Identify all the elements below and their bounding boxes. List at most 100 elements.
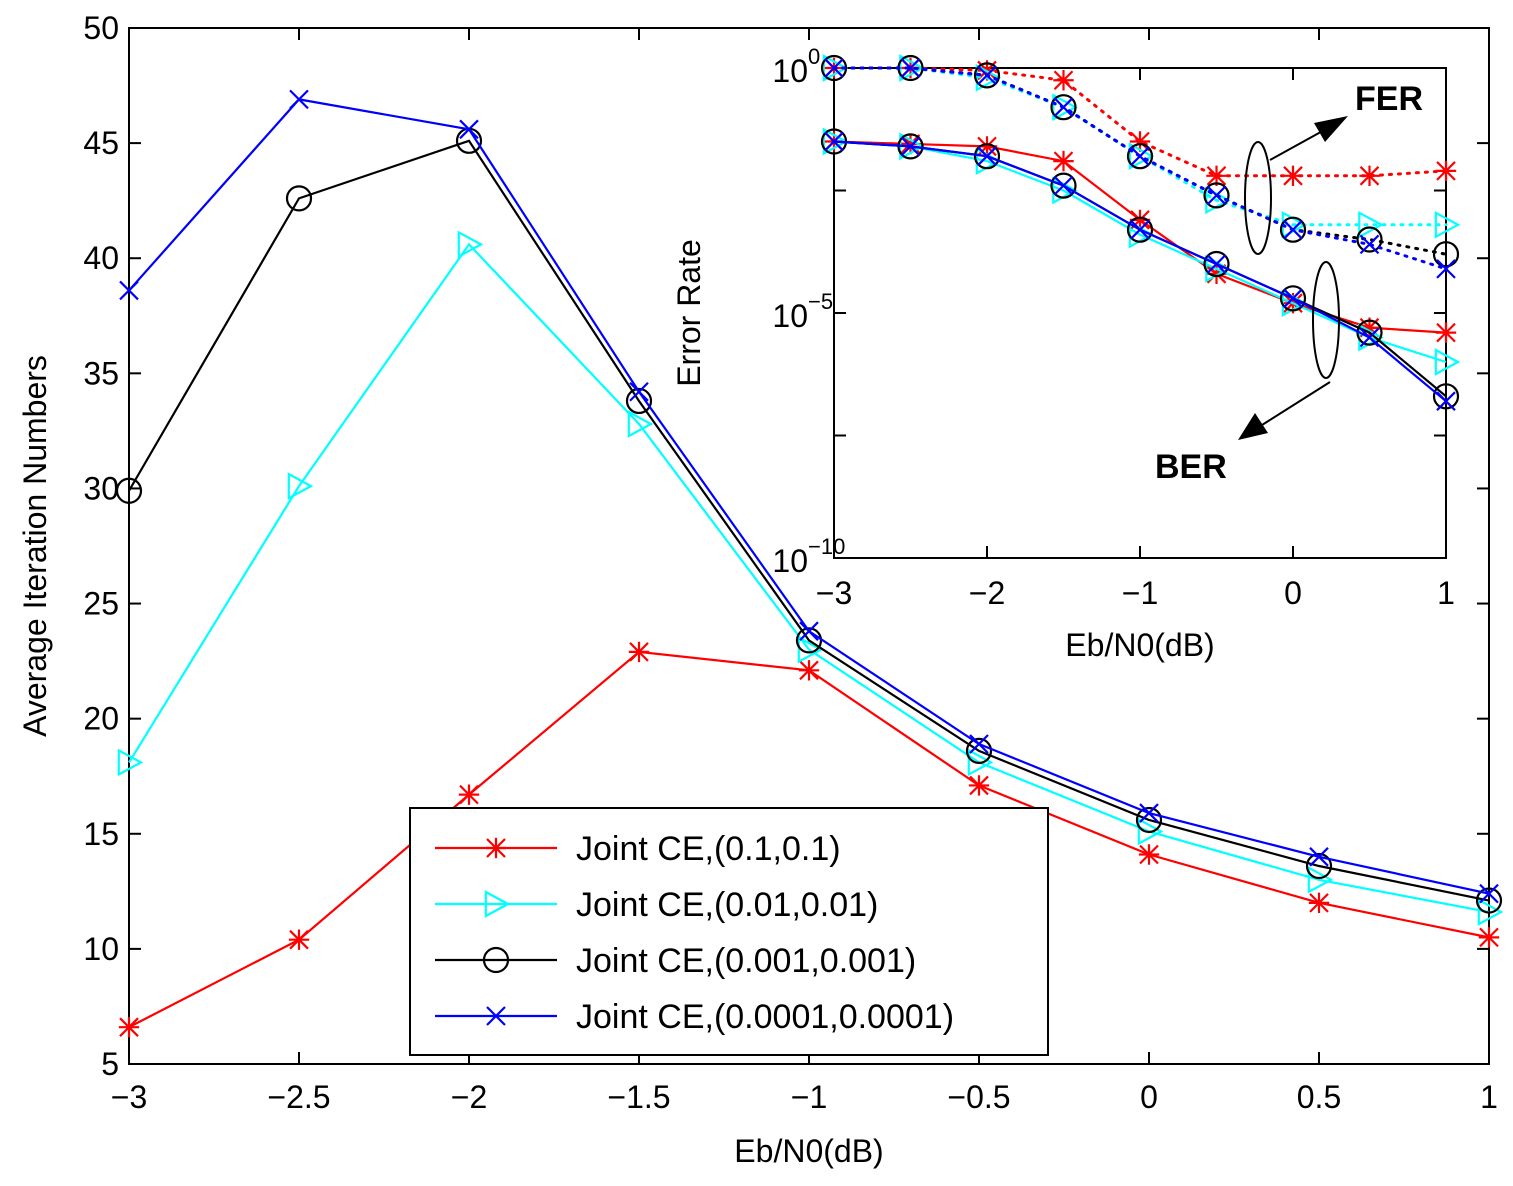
main-data-point bbox=[965, 737, 993, 764]
main-y-axis-label: Average Iteration Numbers bbox=[17, 355, 53, 737]
legend: Joint CE,(0.1,0.1) Joint CE,(0.01,0.01) Jo… bbox=[409, 807, 1049, 1056]
main-x-axis: −3 −2.5 −2 −1.5 −1 −0.5 0 0.5 1 bbox=[111, 28, 1498, 1115]
inset-data-point bbox=[1356, 226, 1383, 253]
main-data-point bbox=[968, 775, 990, 796]
main-x-tick-label: −1 bbox=[791, 1079, 827, 1115]
main-data-point bbox=[1477, 898, 1504, 926]
main-y-tick-label: 50 bbox=[83, 10, 119, 46]
main-data-point bbox=[117, 748, 144, 777]
main-x-tick-label: −2 bbox=[451, 1079, 487, 1115]
inset-data-point bbox=[1206, 254, 1227, 274]
inset-data-point bbox=[1436, 259, 1456, 279]
main-series-4 bbox=[119, 89, 1499, 904]
inset-y-tick-exponent: −10 bbox=[808, 534, 845, 559]
inset-data-point bbox=[1359, 165, 1380, 186]
main-y-tick-label: 5 bbox=[101, 1046, 119, 1082]
legend-marker bbox=[484, 890, 511, 918]
inset-data-point bbox=[1282, 165, 1304, 186]
main-x-tick-label: 1 bbox=[1480, 1079, 1498, 1115]
main-data-point bbox=[1305, 852, 1333, 880]
inset-y-tick-exponent: −5 bbox=[808, 289, 833, 314]
main-data-point bbox=[289, 89, 309, 110]
main-y-tick-label: 20 bbox=[83, 701, 119, 737]
inset-data-point bbox=[1053, 97, 1074, 117]
main-y-tick-label: 30 bbox=[83, 470, 119, 506]
inset-x-tick-label: 1 bbox=[1437, 575, 1455, 611]
legend-entry-4: Joint CE,(0.0001,0.0001) bbox=[435, 998, 954, 1036]
ber-arrow-head bbox=[1238, 413, 1268, 440]
legend-box bbox=[409, 807, 1049, 1056]
inset-data-point bbox=[822, 54, 849, 82]
main-x-tick-label: −2.5 bbox=[267, 1079, 330, 1115]
fer-annotation: FER bbox=[1355, 80, 1423, 118]
inset-data-point bbox=[1050, 94, 1077, 121]
inset-data-point bbox=[1050, 172, 1077, 199]
inset-series-ber-4 bbox=[824, 131, 1456, 411]
legend-entry-1: Joint CE,(0.1,0.1) bbox=[435, 830, 841, 868]
inset-data-point bbox=[1436, 391, 1456, 411]
main-series-3 bbox=[115, 127, 1503, 914]
main-data-point bbox=[118, 1016, 140, 1038]
inset-data-point bbox=[1206, 165, 1227, 186]
inset-y-tick-exponent: 0 bbox=[808, 44, 820, 69]
main-data-point bbox=[628, 641, 650, 663]
main-data-point bbox=[799, 621, 819, 641]
main-data-point bbox=[1309, 847, 1329, 867]
main-x-tick-label: −3 bbox=[111, 1079, 147, 1115]
main-y-tick-label: 40 bbox=[83, 240, 119, 276]
inset-data-point bbox=[1129, 131, 1151, 152]
main-data-point bbox=[457, 230, 484, 259]
main-series-line bbox=[128, 139, 1490, 902]
main-data-point bbox=[797, 635, 824, 664]
inset-data-point bbox=[1053, 150, 1074, 172]
fer-group-ellipse bbox=[1244, 141, 1272, 255]
ber-annotation: BER bbox=[1155, 448, 1227, 486]
inset-data-point bbox=[1129, 209, 1151, 231]
inset-x-tick-label: −1 bbox=[1122, 575, 1158, 611]
main-series-line bbox=[128, 242, 1490, 914]
inset-data-point bbox=[1434, 348, 1461, 376]
main-data-point bbox=[285, 185, 313, 212]
main-y-tick-label: 25 bbox=[83, 586, 119, 622]
inset-data-point bbox=[1203, 250, 1230, 278]
main-x-tick-label: 0 bbox=[1140, 1079, 1158, 1115]
main-data-point bbox=[287, 472, 314, 500]
inset-data-point bbox=[973, 62, 1001, 89]
inset-data-point bbox=[977, 65, 997, 86]
fer-arrow-shaft bbox=[1269, 127, 1329, 161]
main-y-tick-label: 35 bbox=[83, 355, 119, 391]
inset-series-line bbox=[833, 140, 1447, 364]
main-x-tick-label: −0.5 bbox=[947, 1079, 1010, 1115]
legend-marker bbox=[482, 946, 510, 974]
legend-marker bbox=[486, 1006, 506, 1026]
inset-data-point bbox=[1279, 216, 1307, 243]
main-data-point bbox=[458, 784, 480, 805]
inset-data-point bbox=[1359, 327, 1380, 348]
inset-data-point bbox=[977, 146, 997, 166]
inset-data-point bbox=[900, 133, 921, 155]
legend-entry-2: Joint CE,(0.01,0.01) bbox=[435, 886, 878, 924]
inset-data-point bbox=[1432, 241, 1460, 268]
legend-label: Joint CE,(0.1,0.1) bbox=[576, 830, 841, 868]
main-x-tick-label: −1.5 bbox=[607, 1079, 670, 1115]
inset-data-point bbox=[1206, 263, 1227, 284]
inset-data-point bbox=[1359, 234, 1380, 255]
main-x-axis-label: Eb/N0(dB) bbox=[734, 1133, 883, 1169]
main-series-group bbox=[115, 89, 1504, 1038]
inset-data-point bbox=[822, 127, 849, 156]
main-data-point bbox=[1478, 927, 1500, 948]
legend-entries: Joint CE,(0.1,0.1) Joint CE,(0.01,0.01) Jo… bbox=[435, 830, 954, 1036]
inset-data-point bbox=[1283, 288, 1303, 309]
main-y-tick-label: 15 bbox=[83, 816, 119, 852]
inset-x-tick-label: −2 bbox=[969, 575, 1005, 611]
main-data-point bbox=[1308, 892, 1330, 914]
inset-data-point bbox=[1203, 182, 1230, 209]
main-data-point bbox=[115, 477, 143, 504]
inset-x-axis-label: Eb/N0(dB) bbox=[1065, 627, 1214, 663]
main-data-point bbox=[1138, 844, 1160, 865]
inset-y-axis-label: Error Rate bbox=[671, 239, 707, 387]
inset-data-point bbox=[975, 63, 1002, 92]
main-data-point bbox=[798, 660, 820, 681]
